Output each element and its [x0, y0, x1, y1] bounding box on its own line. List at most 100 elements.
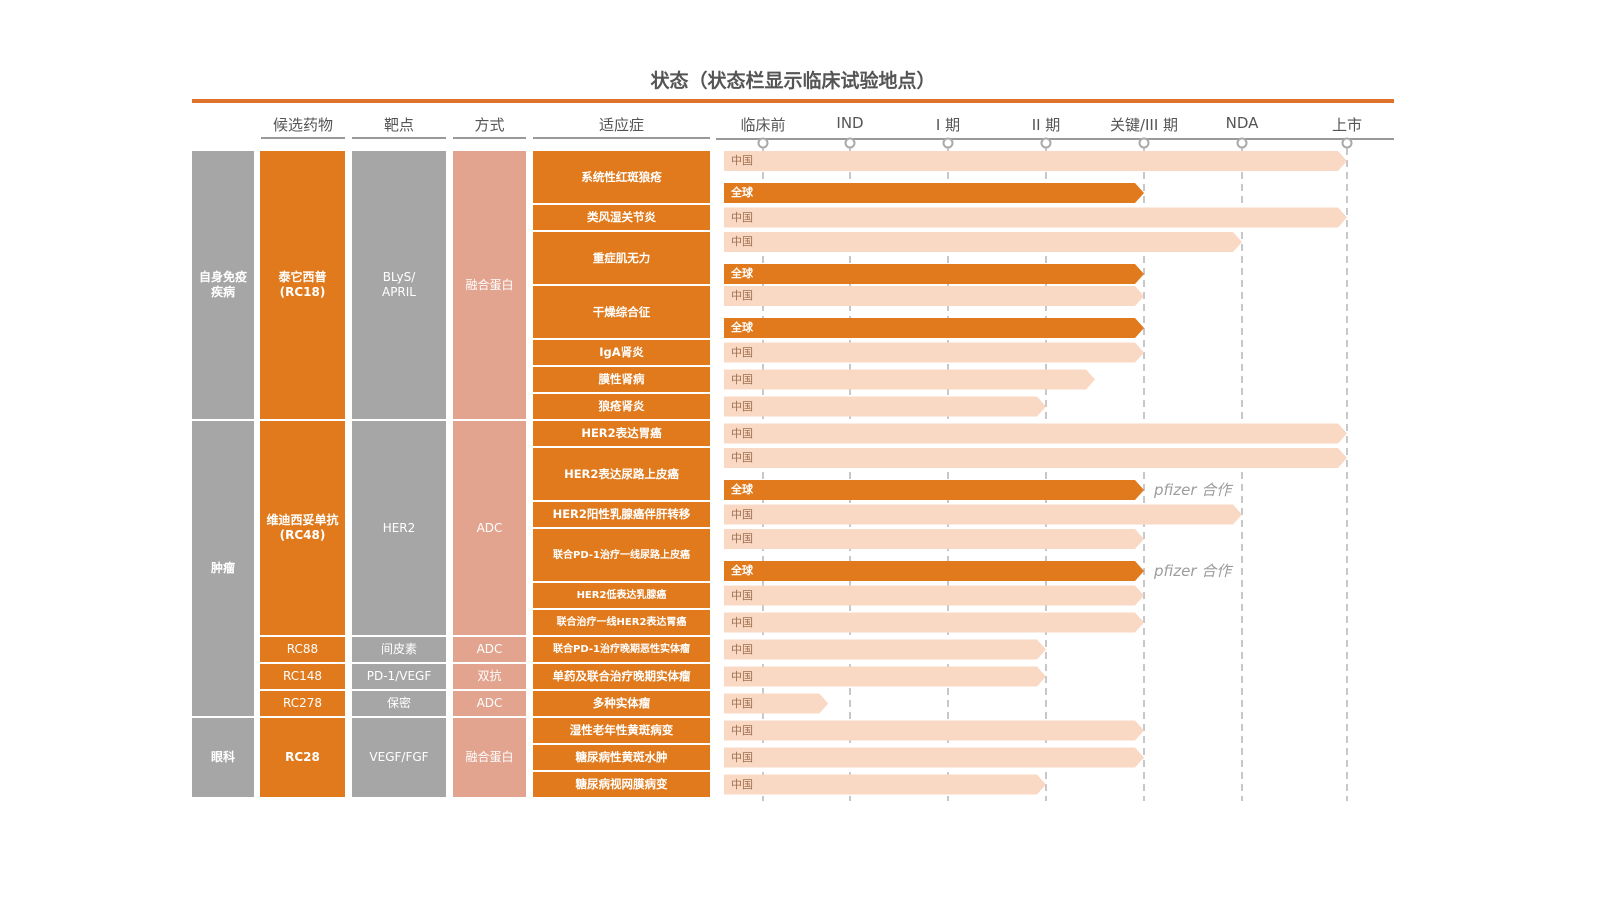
china-progress-bar — [724, 504, 1242, 525]
header-drug: 候选药物 — [272, 116, 333, 134]
indication-cell: 糖尿病视网膜病变 — [533, 772, 710, 797]
header-indication: 适应症 — [598, 116, 644, 134]
header-rule-modality — [453, 137, 526, 139]
region-label-china: 中国 — [731, 210, 753, 224]
drug-cell: RC88 — [260, 637, 345, 662]
china-progress-bar — [724, 369, 1095, 390]
region-label-china: 中国 — [731, 399, 753, 413]
phase-marker — [757, 137, 769, 149]
title-rule — [192, 99, 1394, 103]
region-label-china: 中国 — [731, 532, 753, 545]
region-label-china: 中国 — [731, 642, 753, 656]
category-cell: 肿瘤 — [192, 421, 254, 716]
phase-label: 上市 — [1331, 116, 1363, 134]
target-cell: VEGF/FGF — [352, 718, 446, 797]
modality-cell: 双抗 — [453, 664, 526, 689]
region-label-china: 中国 — [731, 669, 753, 683]
region-label-global: 全球 — [731, 267, 753, 280]
indication-cell: IgA肾炎 — [533, 340, 710, 365]
region-label-china: 中国 — [731, 588, 753, 602]
drug-cell: RC28 — [260, 718, 345, 797]
indication-cell: 多种实体瘤 — [533, 691, 710, 716]
phase-label: 临床前 — [740, 116, 786, 134]
china-progress-bar — [724, 747, 1144, 768]
phase-label: I 期 — [935, 116, 961, 134]
phase-marker — [1138, 137, 1150, 149]
target-cell: BLyS/ APRIL — [352, 151, 446, 419]
phase-marker — [844, 137, 856, 149]
china-progress-bar — [724, 774, 1046, 795]
region-label-china: 中国 — [731, 723, 753, 737]
drug-cell: 维迪西妥单抗 (RC48) — [260, 421, 345, 635]
global-progress-bar — [724, 561, 1144, 581]
modality-cell: ADC — [453, 691, 526, 716]
indication-cell: HER2表达胃癌 — [533, 421, 710, 446]
header-rule-indication — [533, 137, 710, 139]
global-progress-bar — [724, 318, 1144, 338]
category-cell: 自身免疫 疾病 — [192, 151, 254, 419]
china-progress-bar — [724, 720, 1144, 741]
drug-cell: 泰它西普 (RC18) — [260, 151, 345, 419]
china-progress-bar — [724, 612, 1144, 633]
region-label-global: 全球 — [731, 321, 753, 334]
region-label-china: 中国 — [731, 235, 753, 248]
china-progress-bar — [724, 342, 1144, 363]
chart-title: 状态（状态栏显示临床试验地点） — [650, 70, 936, 92]
region-label-global: 全球 — [731, 186, 753, 199]
china-progress-bar — [724, 396, 1046, 417]
phase-marker — [942, 137, 954, 149]
target-cell: PD-1/VEGF — [352, 664, 446, 689]
china-progress-bar — [724, 585, 1144, 606]
phase-marker — [1341, 137, 1353, 149]
region-label-china: 中国 — [731, 372, 753, 386]
china-progress-bar — [724, 529, 1144, 549]
modality-cell: ADC — [453, 637, 526, 662]
target-cell: 保密 — [352, 691, 446, 716]
region-label-china: 中国 — [731, 289, 753, 302]
indication-cell: 湿性老年性黄斑病变 — [533, 718, 710, 743]
modality-cell: 融合蛋白 — [453, 718, 526, 797]
region-label-china: 中国 — [731, 507, 753, 521]
modality-cell: 融合蛋白 — [453, 151, 526, 419]
header-target: 靶点 — [383, 116, 414, 134]
category-cell: 眼科 — [192, 718, 254, 797]
phase-label: NDA — [1225, 114, 1259, 132]
phase-marker — [1040, 137, 1052, 149]
drug-cell: RC278 — [260, 691, 345, 716]
indication-cell: 类风湿关节炎 — [533, 205, 710, 230]
global-progress-bar — [724, 264, 1144, 284]
indication-cell: 联合治疗一线HER2表达胃癌 — [533, 610, 710, 635]
partner-note: pfizer 合作 — [1154, 481, 1232, 499]
phase-marker — [1236, 137, 1248, 149]
china-progress-bar — [724, 448, 1347, 468]
indication-cell: 联合PD-1治疗晚期恶性实体瘤 — [533, 637, 710, 662]
indication-cell: HER2阳性乳腺癌伴肝转移 — [533, 502, 710, 527]
phase-label: IND — [836, 114, 864, 132]
indication-cell: 重症肌无力 — [533, 232, 710, 284]
indication-cell: HER2表达尿路上皮癌 — [533, 448, 710, 500]
indication-cell: 单药及联合治疗晚期实体瘤 — [533, 664, 710, 689]
region-label-china: 中国 — [731, 777, 753, 791]
china-progress-bar — [724, 423, 1347, 444]
region-label-china: 中国 — [731, 426, 753, 440]
region-label-china: 中国 — [731, 615, 753, 629]
region-label-global: 全球 — [731, 483, 753, 496]
target-cell: HER2 — [352, 421, 446, 635]
indication-cell: 系统性红斑狼疮 — [533, 151, 710, 203]
partner-note: pfizer 合作 — [1154, 562, 1232, 580]
region-label-china: 中国 — [731, 154, 753, 167]
indication-cell: HER2低表达乳腺癌 — [533, 583, 710, 608]
china-progress-bar — [724, 693, 829, 714]
china-progress-bar — [724, 151, 1347, 171]
header-rule-drug — [261, 137, 345, 139]
region-label-china: 中国 — [731, 696, 753, 710]
phase-label: II 期 — [1031, 116, 1061, 134]
drug-cell: RC148 — [260, 664, 345, 689]
indication-cell: 联合PD-1治疗一线尿路上皮癌 — [533, 529, 710, 581]
indication-cell: 狼疮肾炎 — [533, 394, 710, 419]
indication-cell: 糖尿病性黄斑水肿 — [533, 745, 710, 770]
modality-cell: ADC — [453, 421, 526, 635]
region-label-china: 中国 — [731, 750, 753, 764]
indication-cell: 干燥综合征 — [533, 286, 710, 338]
